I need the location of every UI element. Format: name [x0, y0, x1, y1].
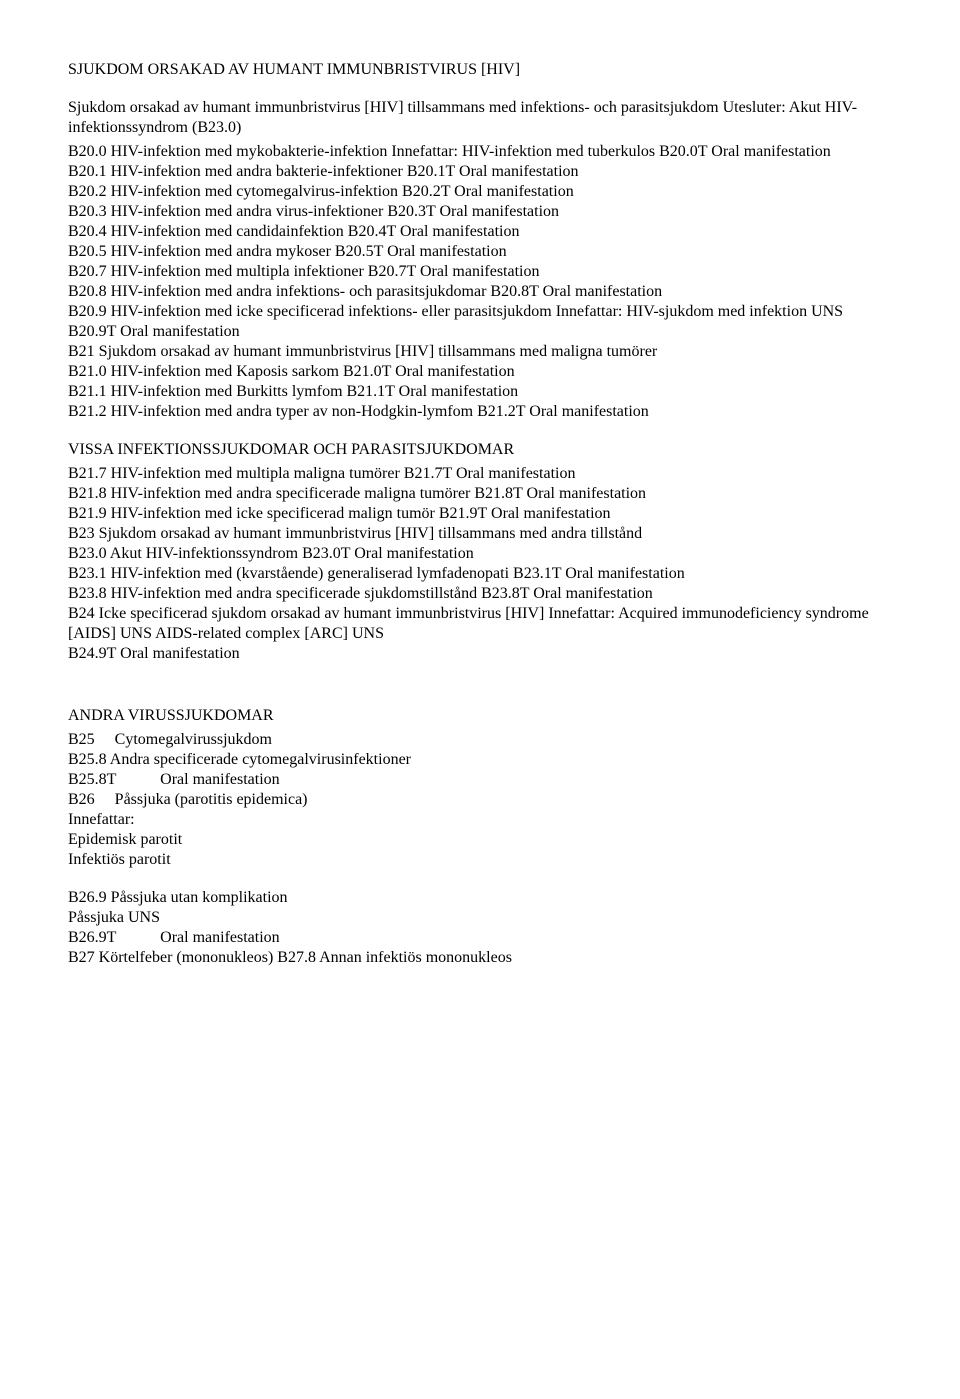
code-line: B21.1 HIV-infektion med Burkitts lymfom …	[68, 382, 892, 402]
code-line: B21.0 HIV-infektion med Kaposis sarkom B…	[68, 362, 892, 382]
code-line: B25 Cytomegalvirussjukdom	[68, 730, 892, 750]
code-line: B21.8 HIV-infektion med andra specificer…	[68, 484, 892, 504]
code-line: B20.9T Oral manifestation	[68, 322, 892, 342]
section-other-viruses-cont: B26.9 Påssjuka utan komplikation Påssjuk…	[68, 888, 892, 968]
code-line: B20.3 HIV-infektion med andra virus-infe…	[68, 202, 892, 222]
code-line: Innefattar:	[68, 810, 892, 830]
code-line: B20.7 HIV-infektion med multipla infekti…	[68, 262, 892, 282]
intro-paragraph: Sjukdom orsakad av humant immunbristviru…	[68, 98, 892, 138]
code-line: B20.9 HIV-infektion med icke specificera…	[68, 302, 892, 322]
code-line: B25.8T Oral manifestation	[68, 770, 892, 790]
code-line: Påssjuka UNS	[68, 908, 892, 928]
code-line: B20.0 HIV-infektion med mykobakterie-inf…	[68, 142, 892, 162]
section-title: SJUKDOM ORSAKAD AV HUMANT IMMUNBRISTVIRU…	[68, 60, 892, 80]
code-line: B20.8 HIV-infektion med andra infektions…	[68, 282, 892, 302]
spacer	[68, 682, 892, 706]
code-line: B26.9T Oral manifestation	[68, 928, 892, 948]
code-line: B23.8 HIV-infektion med andra specificer…	[68, 584, 892, 604]
section-title: ANDRA VIRUSSJUKDOMAR	[68, 706, 892, 726]
code-line: B20.1 HIV-infektion med andra bakterie-i…	[68, 162, 892, 182]
code-line: B20.4 HIV-infektion med candidainfektion…	[68, 222, 892, 242]
code-line: B21.7 HIV-infektion med multipla maligna…	[68, 464, 892, 484]
code-line: B23.1 HIV-infektion med (kvarstående) ge…	[68, 564, 892, 584]
spacer	[68, 84, 892, 98]
code-line: Infektiös parotit	[68, 850, 892, 870]
code-line: B20.2 HIV-infektion med cytomegalvirus-i…	[68, 182, 892, 202]
section-other-viruses: ANDRA VIRUSSJUKDOMAR B25 Cytomegalviruss…	[68, 706, 892, 870]
code-line: B24 Icke specificerad sjukdom orsakad av…	[68, 604, 892, 644]
code-line: B21 Sjukdom orsakad av humant immunbrist…	[68, 342, 892, 362]
section-title: VISSA INFEKTIONSSJUKDOMAR OCH PARASITSJU…	[68, 440, 892, 460]
section-infections: VISSA INFEKTIONSSJUKDOMAR OCH PARASITSJU…	[68, 440, 892, 664]
code-line: B26 Påssjuka (parotitis epidemica)	[68, 790, 892, 810]
section-hiv: SJUKDOM ORSAKAD AV HUMANT IMMUNBRISTVIRU…	[68, 60, 892, 422]
code-line: Epidemisk parotit	[68, 830, 892, 850]
code-line: B20.5 HIV-infektion med andra mykoser B2…	[68, 242, 892, 262]
code-line: B21.9 HIV-infektion med icke specificera…	[68, 504, 892, 524]
code-line: B27 Körtelfeber (mononukleos) B27.8 Anna…	[68, 948, 892, 968]
code-line: B26.9 Påssjuka utan komplikation	[68, 888, 892, 908]
code-line: B21.2 HIV-infektion med andra typer av n…	[68, 402, 892, 422]
code-line: B23 Sjukdom orsakad av humant immunbrist…	[68, 524, 892, 544]
code-line: B23.0 Akut HIV-infektionssyndrom B23.0T …	[68, 544, 892, 564]
code-line: B24.9T Oral manifestation	[68, 644, 892, 664]
code-line: B25.8 Andra specificerade cytomegalvirus…	[68, 750, 892, 770]
